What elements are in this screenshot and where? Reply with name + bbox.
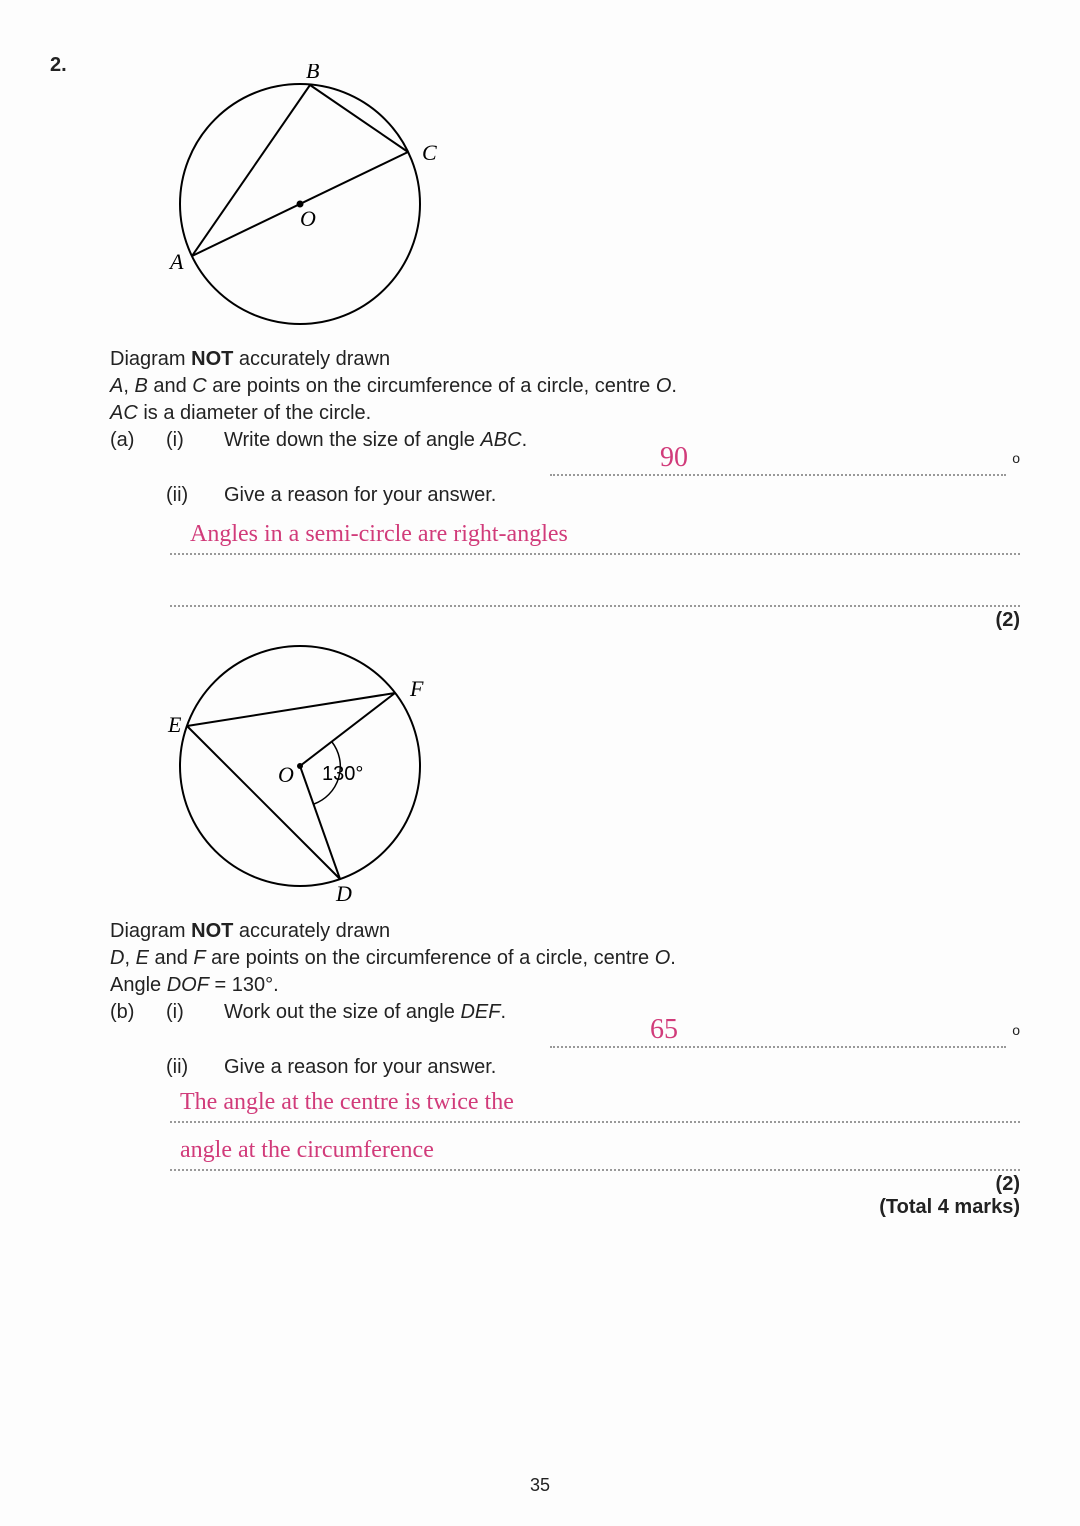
diagram-1: A B C O: [150, 64, 1020, 340]
label-A: A: [168, 249, 184, 274]
label-b-i: (i): [166, 1001, 224, 1024]
answer-b-ii-2: angle at the circumference: [180, 1137, 434, 1164]
answer-a-i: 90: [660, 442, 688, 474]
marks-b: (2): [110, 1173, 1020, 1196]
question-content: A B C O Diagram NOT accurately drawn A, …: [110, 64, 1020, 1219]
label-B: B: [306, 64, 319, 83]
answer-line-a-i: 90: [550, 450, 1006, 476]
diagram1-desc2: AC is a diameter of the circle.: [110, 400, 1020, 427]
label-a-i: (i): [166, 429, 224, 452]
page-number: 35: [0, 1475, 1080, 1496]
label-F: F: [409, 676, 424, 701]
circle-diagram-2: E F D O 130°: [150, 636, 450, 906]
diagram2-desc2: Angle DOF = 130°.: [110, 972, 1020, 999]
text-b-i: Work out the size of angle DEF.: [224, 1001, 1020, 1024]
exam-page: 2. A B C O Diagram NOT accurately drawn …: [0, 0, 1080, 1526]
text-a-ii: Give a reason for your answer.: [224, 484, 1020, 507]
answer-b-i-wrap: 65 o: [530, 1022, 1020, 1048]
answer-b-ii-1: The angle at the centre is twice the: [180, 1089, 514, 1116]
answer-a-i-wrap: 90 o: [530, 450, 1020, 476]
diagram2-caption: Diagram NOT accurately drawn: [110, 918, 1020, 945]
diagram-2: E F D O 130°: [150, 636, 1020, 912]
marks-a: (2): [110, 609, 1020, 632]
label-a: (a): [110, 429, 166, 452]
total-marks: (Total 4 marks): [110, 1196, 1020, 1219]
diagram1-desc1: A, B and C are points on the circumferen…: [110, 373, 1020, 400]
text-b-ii: Give a reason for your answer.: [224, 1056, 1020, 1079]
label-D: D: [335, 881, 352, 906]
answer-line-b-i: 65: [550, 1022, 1006, 1048]
diagram1-caption: Diagram NOT accurately drawn: [110, 346, 1020, 373]
answer-line-b-ii-1: The angle at the centre is twice the: [170, 1093, 1020, 1123]
label-a-ii: (ii): [166, 484, 224, 507]
label-E: E: [167, 712, 182, 737]
diagram2-desc1: D, E and F are points on the circumferen…: [110, 945, 1020, 972]
answer-b-i: 65: [650, 1014, 678, 1046]
part-b-i: (b) (i) Work out the size of angle DEF.: [110, 1001, 1020, 1024]
answer-a-ii: Angles in a semi-circle are right-angles: [190, 521, 568, 548]
circle-diagram-1: A B C O: [150, 64, 450, 334]
degree-mark-2: o: [1012, 1022, 1020, 1048]
label-O2: O: [278, 762, 294, 787]
part-a-i: (a) (i) Write down the size of angle ABC…: [110, 429, 1020, 452]
degree-mark-1: o: [1012, 450, 1020, 476]
text-a-i: Write down the size of angle ABC.: [224, 429, 1020, 452]
label-C: C: [422, 140, 437, 165]
answer-line-a-ii-1: Angles in a semi-circle are right-angles: [170, 525, 1020, 555]
label-b: (b): [110, 1001, 166, 1024]
answer-line-b-ii-2: angle at the circumference: [170, 1141, 1020, 1171]
part-a-ii: (ii) Give a reason for your answer.: [110, 484, 1020, 507]
angle-130: 130°: [322, 763, 363, 785]
question-number: 2.: [50, 54, 67, 77]
answer-line-a-ii-2: [170, 577, 1020, 607]
label-O1: O: [300, 206, 316, 231]
label-b-ii: (ii): [166, 1056, 224, 1079]
part-b-ii: (ii) Give a reason for your answer.: [110, 1056, 1020, 1079]
